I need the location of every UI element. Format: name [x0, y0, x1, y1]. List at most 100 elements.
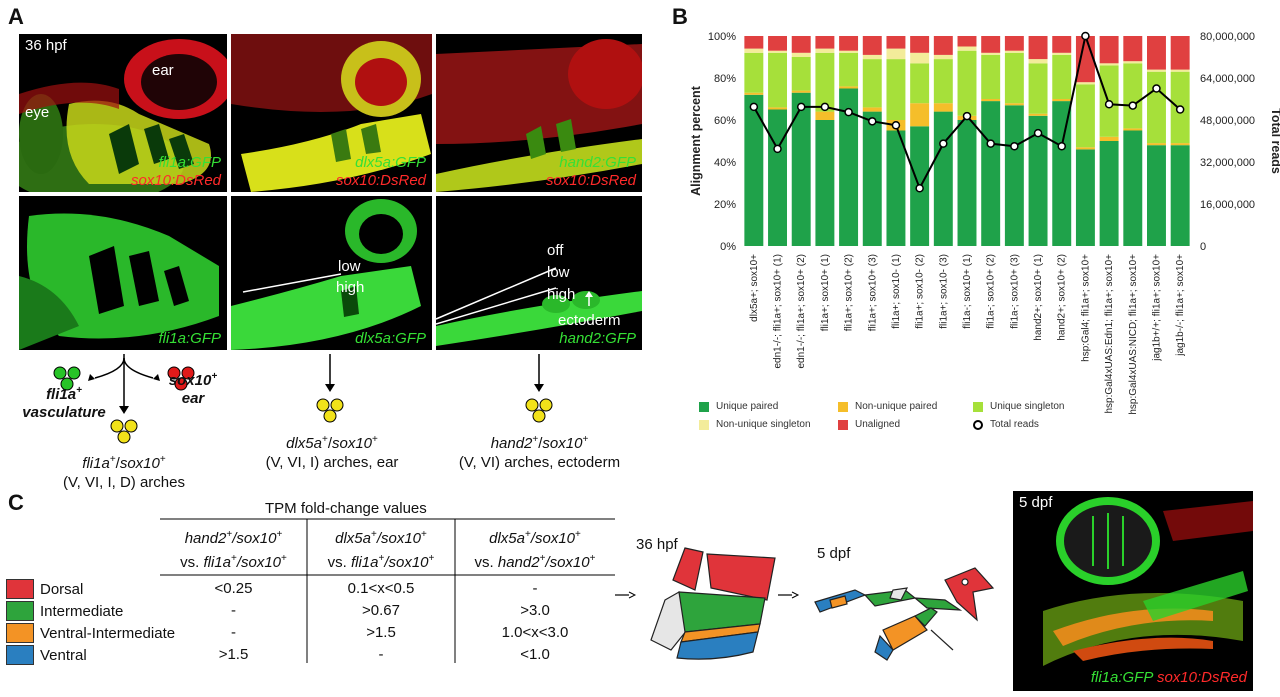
- bar-segment: [886, 130, 906, 246]
- row-label: Ventral-Intermediate: [40, 624, 176, 642]
- arch-36hpf: [650, 547, 776, 660]
- total-reads-point: [939, 139, 948, 148]
- gene-symbol: /sox10: [232, 530, 277, 547]
- table-cell: 0.1<x<0.5: [347, 580, 415, 597]
- plus: +: [582, 434, 589, 445]
- bar-segment: [768, 50, 787, 53]
- high-label: high: [547, 286, 576, 303]
- table-row: <0.25 0.1<x<0.5 -: [160, 579, 615, 601]
- plus: +: [372, 434, 378, 445]
- plus: +: [378, 553, 385, 564]
- bar-swatch-icon: [838, 401, 848, 412]
- gene-symbol: /sox10: [376, 530, 422, 547]
- legend-item: Non-unique singleton: [699, 419, 811, 430]
- bar-segment: [839, 52, 859, 87]
- bar-segment: [981, 101, 1001, 246]
- bar-segment: [1004, 105, 1024, 246]
- table-header-col3: dlx5a+/sox10+ vs. hand2+/sox10+: [455, 525, 615, 573]
- x-tick-label: fli1a+; sox10+ (2): [844, 254, 855, 331]
- color-swatch: [6, 579, 34, 599]
- gene-symbol: /sox10: [530, 530, 576, 547]
- bar-segment: [744, 52, 764, 93]
- total-reads-point: [891, 121, 901, 130]
- bar-segment: [744, 48, 764, 53]
- bar-segment: [1075, 36, 1095, 83]
- plus: +: [109, 454, 116, 465]
- high-label: high: [336, 279, 365, 296]
- total-reads-point: [1152, 84, 1161, 93]
- bar-segment: [886, 36, 906, 49]
- arch-5dpf: [814, 567, 995, 661]
- legend-item: Unique singleton: [973, 401, 1065, 412]
- legend-label: Unaligned: [855, 419, 901, 430]
- dlx5a-sox10-caption: dlx5a+/sox10+ (V, VI, I) arches, ear: [232, 430, 432, 472]
- table-header-col2: dlx5a+/sox10+ vs. fli1a+/sox10+: [307, 525, 455, 573]
- alignment-chart: 0% 20% 40% 60% 80% 100% 0 16,000,000 32,000,000 4…: [689, 31, 1280, 415]
- micrograph-fli1a-image: [19, 213, 219, 350]
- red-reporter-label: sox10:DsRed: [130, 172, 221, 189]
- total-reads-point: [1010, 142, 1019, 151]
- x-tick-label: jag1b-/-; fli1a+; sox10+: [1175, 254, 1186, 357]
- bar-swatch-icon: [838, 419, 848, 430]
- micrograph-hand2: off low high ectoderm hand2:GFP: [436, 196, 642, 350]
- table-cell: <1.0: [520, 646, 550, 663]
- total-reads-point: [820, 102, 830, 112]
- table-cell: -: [231, 602, 236, 619]
- total-reads-point: [844, 107, 853, 117]
- x-tick-label: hand2+; sox10+ (2): [1057, 254, 1068, 341]
- y2-tick-label: 32,000,000: [1200, 157, 1255, 169]
- row-label: Intermediate: [40, 602, 124, 620]
- plus: +: [421, 529, 427, 540]
- table-cell: >1.5: [218, 646, 249, 663]
- bar-segment: [1004, 50, 1024, 53]
- x-tick-label: fli1a-; sox10+ (1): [962, 254, 973, 329]
- gene-symbol-2: sox10: [119, 455, 160, 472]
- bar-segment: [1004, 36, 1024, 51]
- bar-segment: [933, 103, 953, 112]
- total-reads-point: [868, 117, 877, 126]
- plus: +: [281, 553, 287, 564]
- bar-segment: [981, 52, 1001, 55]
- y2-tick-label: 48,000,000: [1200, 115, 1255, 127]
- x-tick-label: fli1a+; sox10- (1): [891, 254, 902, 329]
- table-row: - >1.5 1.0<x<3.0: [160, 623, 615, 645]
- stage-label-36hpf: 36 hpf: [636, 536, 678, 553]
- x-tick-label: hsp:Gal4; fli1a+; sox10+: [1080, 254, 1091, 362]
- bar-segment: [1004, 103, 1024, 106]
- table-row: - >0.67 >3.0: [160, 601, 615, 623]
- table-cell: 1.0<x<3.0: [501, 624, 569, 641]
- bar-segment: [1099, 141, 1119, 246]
- bar-segment: [933, 59, 953, 104]
- bar-segment: [886, 48, 906, 60]
- arches-text: (V, VI, I, D) arches: [63, 474, 185, 491]
- y-axis-label: Alignment percent: [689, 85, 703, 196]
- x-tick-label: fli1a+; sox10- (3): [938, 254, 949, 329]
- total-reads-point: [962, 111, 972, 121]
- vs-text: vs.: [327, 554, 351, 571]
- gene-symbol: hand2: [184, 530, 227, 547]
- bar-segment: [957, 46, 977, 51]
- micrograph-hand2-image: [436, 267, 642, 346]
- table-lines: [160, 518, 615, 663]
- bar-segment: [1028, 36, 1048, 60]
- plus: +: [226, 529, 233, 540]
- plus: +: [230, 553, 237, 564]
- slash: /: [115, 455, 120, 472]
- bar-segment: [1028, 63, 1048, 114]
- hand2-sox10-caption: hand2+/sox10+ (V, VI) arches, ectoderm: [432, 430, 647, 472]
- gene-symbol-1: hand2: [490, 435, 533, 452]
- legend-label: Non-unique paired: [855, 401, 938, 412]
- bar-segment: [933, 111, 953, 246]
- stage-label: 36 hpf: [25, 37, 67, 54]
- table-cell: >1.5: [366, 624, 396, 641]
- gene-symbol-1: dlx5a: [286, 435, 322, 452]
- bar-segment: [1123, 61, 1143, 64]
- arch-domain-schematic: [615, 547, 995, 661]
- bar-segment: [1123, 36, 1143, 62]
- bar-segment: [862, 59, 882, 108]
- total-reads-point: [915, 184, 924, 193]
- gene-symbol-2: sox10: [542, 435, 583, 452]
- line-marker-icon: [973, 419, 983, 430]
- bar-segment: [768, 109, 787, 246]
- bar-segment: [1147, 143, 1166, 146]
